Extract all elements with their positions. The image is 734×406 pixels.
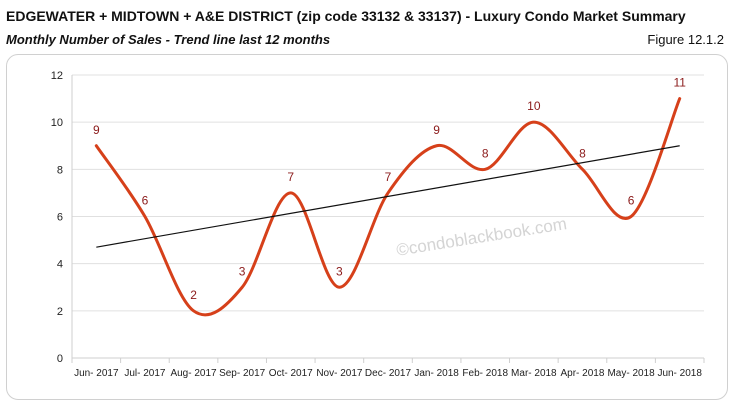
data-label: 3	[336, 264, 343, 278]
x-tick-label: Jan- 2018	[414, 368, 459, 379]
y-tick-label: 4	[57, 259, 63, 271]
y-tick-label: 10	[51, 117, 63, 129]
data-label: 9	[433, 123, 440, 137]
x-tick-label: Jul- 2017	[124, 368, 166, 379]
data-label: 6	[628, 194, 635, 208]
x-tick-label: Oct- 2017	[269, 368, 313, 379]
data-label: 8	[579, 146, 586, 160]
x-tick-label: Jun- 2017	[74, 368, 119, 379]
trend-line	[96, 145, 680, 248]
data-label: 11	[673, 76, 686, 90]
x-tick-label: Feb- 2018	[462, 368, 508, 379]
series-line	[94, 97, 682, 317]
chart-title: EDGEWATER + MIDTOWN + A&E DISTRICT (zip …	[6, 8, 686, 24]
y-tick-label: 0	[57, 353, 63, 365]
y-tick-label: 8	[57, 164, 63, 176]
figure-label: Figure 12.1.2	[647, 32, 724, 47]
data-label: 7	[287, 170, 294, 184]
chart-panel: 0 2 4 6 8 10 12 Jun- 2017 Jul- 2017 Aug- 2017 Sep-…	[6, 54, 728, 400]
x-tick-label: Nov- 2017	[316, 368, 363, 379]
data-label: 10	[527, 99, 541, 113]
y-tick-label: 6	[57, 212, 63, 224]
y-tick-label: 2	[57, 306, 63, 318]
y-tick-label: 12	[51, 70, 63, 82]
chart-subtitle: Monthly Number of Sales - Trend line las…	[6, 32, 331, 47]
data-label: 6	[142, 194, 149, 208]
data-label: 9	[93, 123, 100, 137]
data-label: 2	[190, 288, 197, 302]
x-tick-label: Sep- 2017	[219, 368, 266, 379]
line-chart: 0 2 4 6 8 10 12 Jun- 2017 Jul- 2017 Aug- 2017 Sep-…	[51, 70, 705, 379]
data-label: 8	[482, 146, 489, 160]
data-label: 7	[385, 170, 392, 184]
x-tick-label: Jun- 2018	[657, 368, 702, 379]
x-tick-label: Apr- 2018	[561, 368, 605, 379]
x-tick-label: Aug- 2017	[170, 368, 217, 379]
x-tick-label: May- 2018	[607, 368, 655, 379]
data-label: 3	[239, 264, 246, 278]
x-tick-label: Mar- 2018	[511, 368, 557, 379]
x-tick-label: Dec- 2017	[365, 368, 412, 379]
